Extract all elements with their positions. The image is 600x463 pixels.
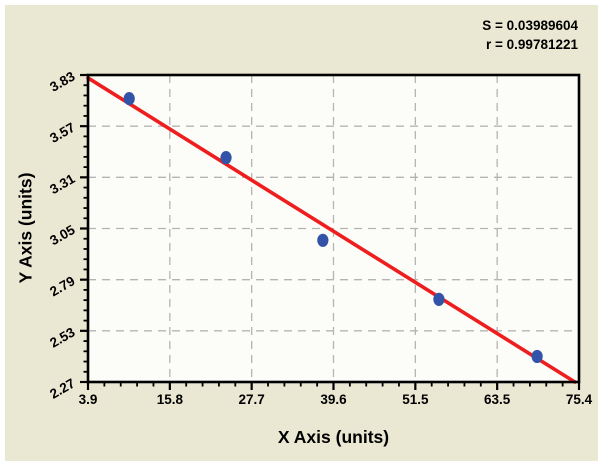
svg-text:3.83: 3.83 [47, 68, 78, 94]
stat-r-value: r = 0.99781221 [486, 37, 578, 52]
svg-text:2.79: 2.79 [47, 273, 77, 299]
svg-text:51.5: 51.5 [402, 392, 429, 407]
stat-s-value: S = 0.03989604 [482, 18, 578, 33]
svg-text:2.53: 2.53 [47, 324, 78, 350]
x-axis-title: X Axis (units) [277, 427, 390, 447]
svg-text:75.4: 75.4 [566, 392, 593, 407]
svg-text:63.5: 63.5 [484, 392, 511, 407]
svg-text:27.7: 27.7 [239, 392, 265, 407]
svg-text:15.8: 15.8 [157, 392, 184, 407]
regression-stats: S = 0.03989604 r = 0.99781221 [482, 16, 578, 54]
y-axis-title: Y Axis (units) [15, 172, 36, 284]
svg-text:39.6: 39.6 [320, 392, 347, 407]
svg-text:3.05: 3.05 [47, 222, 78, 248]
svg-text:3.9: 3.9 [79, 392, 98, 407]
svg-text:3.31: 3.31 [47, 171, 78, 197]
svg-text:2.27: 2.27 [47, 376, 77, 402]
svg-text:3.57: 3.57 [47, 120, 77, 146]
